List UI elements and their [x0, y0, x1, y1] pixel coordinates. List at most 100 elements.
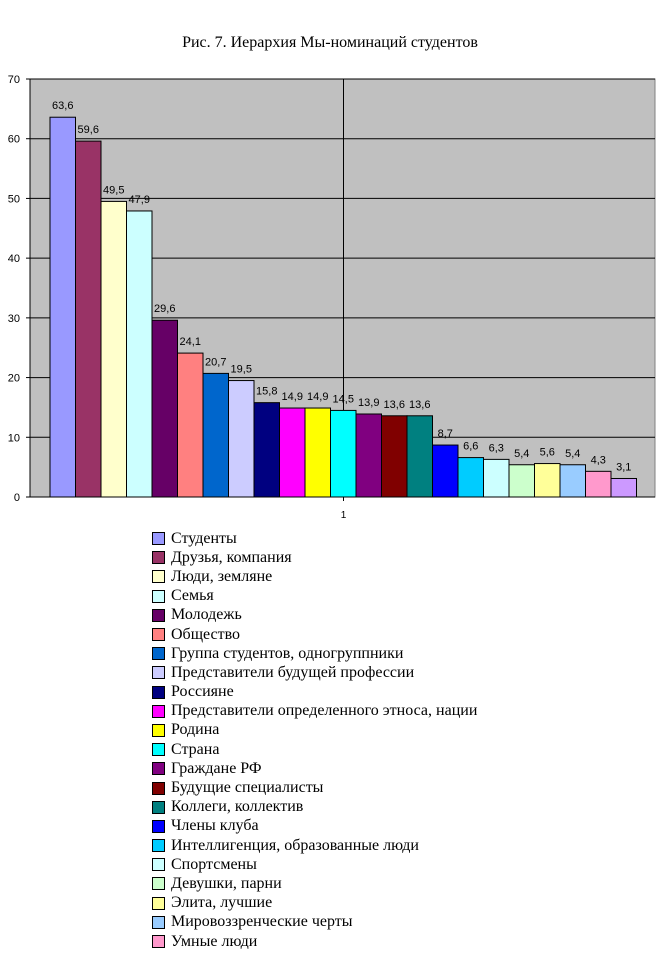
legend-label: Люди, земляне	[171, 567, 273, 585]
data-label: 15,8	[256, 386, 277, 398]
legend-swatch	[152, 781, 165, 795]
legend-label: Члены клуба	[171, 817, 259, 835]
legend-swatch	[152, 839, 165, 853]
legend-item: Общество	[152, 625, 477, 644]
data-label: 5,4	[565, 448, 580, 460]
legend-item: Студенты	[152, 529, 477, 548]
data-label: 5,4	[514, 448, 529, 460]
legend-item: Граждане РФ	[152, 759, 477, 778]
legend-item: Девушки, парни	[152, 874, 477, 893]
legend-label: Спортсмены	[171, 855, 257, 873]
legend-swatch	[152, 896, 165, 910]
y-tick-label: 40	[8, 253, 20, 265]
data-label: 59,6	[78, 124, 99, 136]
data-label: 4,3	[591, 454, 606, 466]
data-label: 14,9	[307, 391, 328, 403]
bar	[253, 402, 280, 498]
legend-swatch	[152, 551, 165, 565]
legend-label: Представители будущей профессии	[171, 663, 415, 681]
legend-label: Общество	[171, 625, 241, 643]
legend-swatch	[152, 532, 165, 546]
data-label: 5,6	[540, 447, 555, 459]
legend-swatch	[152, 915, 165, 929]
legend-swatch	[152, 858, 165, 872]
legend-item: Представители будущей профессии	[152, 663, 477, 682]
bar	[534, 463, 561, 498]
y-tick-label: 60	[8, 134, 20, 146]
legend-item: Молодежь	[152, 606, 477, 625]
legend-swatch	[152, 704, 165, 718]
data-label: 3,1	[616, 461, 631, 473]
legend-swatch	[152, 647, 165, 661]
bar	[432, 444, 459, 498]
legend-swatch	[152, 589, 165, 603]
legend-label: Студенты	[171, 529, 237, 547]
legend-item: Умные люди	[152, 932, 477, 951]
data-label: 19,5	[231, 364, 252, 376]
legend-swatch	[152, 608, 165, 622]
bar	[126, 210, 153, 498]
legend-label: Граждане РФ	[171, 759, 262, 777]
legend-label: Россияне	[171, 683, 234, 701]
legend: Студенты Друзья, компания Люди, земляне Сем…	[152, 529, 477, 951]
legend-label: Интеллигенция, образованные люди	[171, 836, 419, 854]
bar	[100, 200, 127, 498]
legend-label: Элита, лучшие	[171, 894, 273, 912]
legend-item: Люди, земляне	[152, 567, 477, 586]
legend-label: Умные люди	[171, 932, 258, 950]
legend-item: Члены клуба	[152, 817, 477, 836]
legend-label: Молодежь	[171, 606, 242, 624]
legend-swatch	[152, 877, 165, 891]
bar	[330, 409, 357, 498]
data-label: 6,3	[489, 442, 504, 454]
legend-label: Страна	[171, 740, 220, 758]
legend-label: Друзья, компания	[171, 548, 292, 566]
y-tick-label: 70	[8, 74, 20, 86]
y-tick-label: 0	[14, 492, 20, 504]
data-label: 24,1	[180, 336, 201, 348]
data-label: 14,9	[282, 391, 303, 403]
legend-label: Семья	[171, 587, 214, 605]
legend-swatch	[152, 800, 165, 814]
legend-item: Мировоззренческие черты	[152, 913, 477, 932]
legend-item: Спортсмены	[152, 855, 477, 874]
legend-item: Россияне	[152, 683, 477, 702]
bar	[483, 458, 510, 498]
bar-chart: 0 10 20 30 40 50 60 70 1 63,6 59,6 49,5 47,9 29,6 24,1…	[8, 74, 656, 521]
legend-item: Друзья, компания	[152, 548, 477, 567]
legend-swatch	[152, 723, 165, 737]
data-label: 8,7	[438, 428, 453, 440]
data-label: 47,9	[129, 194, 150, 206]
bar	[406, 415, 433, 498]
legend-label: Коллеги, коллектив	[171, 798, 304, 816]
legend-swatch	[152, 685, 165, 699]
legend-item: Представители определенного этноса, наци…	[152, 702, 477, 721]
legend-label: Представители определенного этноса, наци…	[171, 702, 478, 720]
legend-item: Страна	[152, 740, 477, 759]
data-label: 13,6	[384, 399, 405, 411]
y-tick-label: 20	[8, 373, 20, 385]
legend-item: Родина	[152, 721, 477, 740]
data-label: 63,6	[52, 100, 73, 112]
legend-swatch	[152, 819, 165, 833]
data-label: 6,6	[463, 441, 478, 453]
legend-swatch	[152, 570, 165, 584]
bar	[355, 413, 382, 498]
bar	[304, 407, 331, 498]
bar	[457, 457, 484, 498]
legend-label: Группа студентов, одногруппники	[171, 644, 404, 662]
legend-item: Интеллигенция, образованные люди	[152, 836, 477, 855]
y-tick-label: 50	[8, 193, 20, 205]
data-label: 20,7	[205, 356, 226, 368]
legend-label: Мировоззренческие черты	[171, 913, 353, 931]
legend-label: Родина	[171, 721, 220, 739]
y-tick-label: 30	[8, 313, 20, 325]
bar	[202, 372, 229, 498]
legend-swatch	[152, 628, 165, 642]
data-label: 29,6	[154, 303, 175, 315]
x-tick-label: 1	[341, 510, 347, 521]
legend-item: Будущие специалисты	[152, 778, 477, 797]
legend-item: Группа студентов, одногруппники	[152, 644, 477, 663]
bar	[279, 407, 306, 498]
bar	[381, 415, 408, 498]
